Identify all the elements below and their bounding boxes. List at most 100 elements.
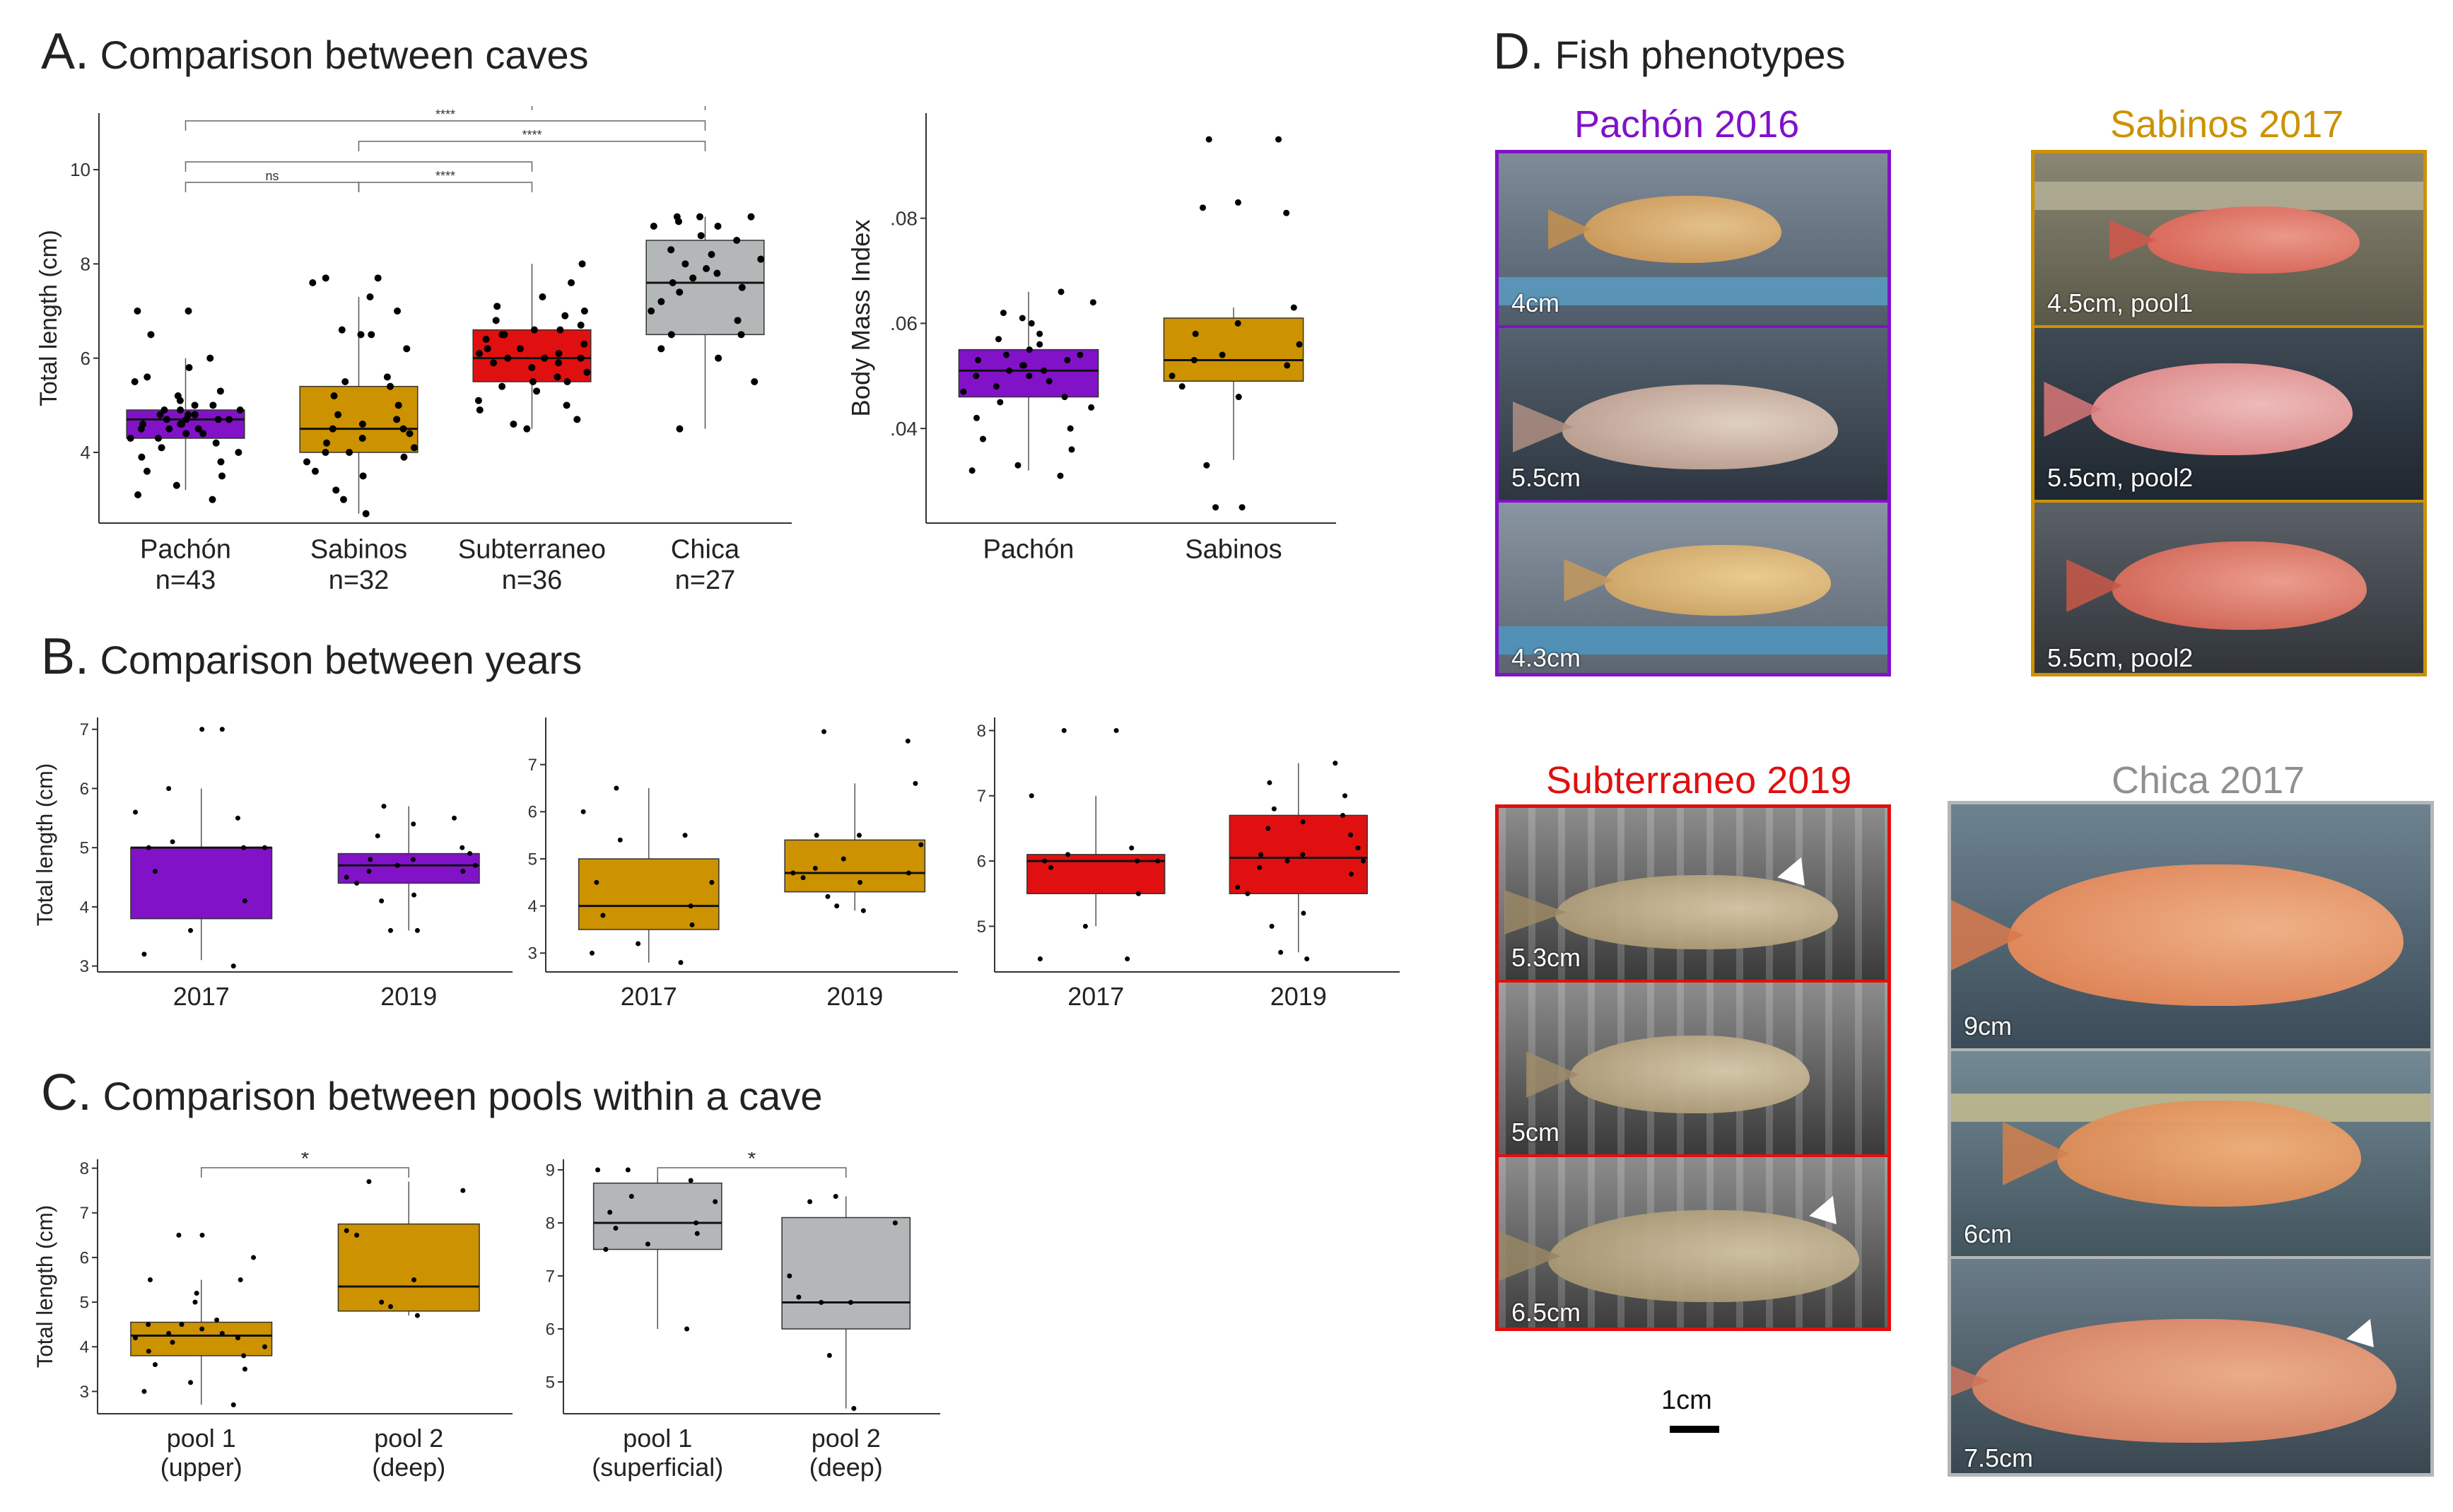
fish-photo-pachon-3: 4.3cm: [1499, 503, 1887, 673]
data-point: [1340, 812, 1346, 818]
chart-a-bmi: .04 .06 .08 Body Mass Index Pachón Sabinos: [846, 113, 1336, 564]
data-point: [160, 406, 168, 414]
data-point: [388, 927, 394, 933]
y-tick-label: 6: [977, 852, 986, 871]
photo-caption: 5.5cm, pool2: [2047, 643, 2194, 672]
data-point: [595, 1167, 601, 1173]
data-point: [214, 1317, 220, 1323]
data-point: [155, 435, 163, 442]
data-point: [146, 1322, 151, 1328]
x-category-label: Subterraneo: [458, 534, 606, 564]
data-point: [393, 416, 401, 423]
photo-caption: 5.5cm, pool2: [2047, 463, 2194, 492]
data-point: [192, 1299, 198, 1305]
data-point: [968, 467, 976, 474]
data-point: [1234, 199, 1241, 206]
x-category-label: (deep): [372, 1453, 445, 1482]
y-tick-label: 6: [80, 1248, 89, 1267]
photo-caption: 7.5cm: [1964, 1443, 2034, 1472]
x-category-label: Sabinos: [310, 534, 407, 564]
data-point: [414, 1313, 420, 1318]
data-point: [667, 246, 675, 254]
data-point: [590, 950, 595, 956]
photo-frame-sabinos: 4.5cm, pool1 5.5cm, pool2 5.5cm, pool2: [2031, 150, 2427, 676]
data-point: [368, 331, 375, 339]
data-point: [688, 1178, 693, 1183]
data-point: [682, 833, 688, 838]
data-point: [166, 785, 172, 791]
box: [592, 1183, 722, 1250]
data-point: [892, 1220, 898, 1226]
fish-photo-chica-1: 9cm: [1951, 804, 2430, 1048]
data-point: [800, 875, 806, 881]
data-point: [179, 1322, 185, 1328]
data-point: [230, 963, 236, 969]
data-point: [1269, 923, 1275, 929]
data-point: [580, 307, 588, 315]
x-category-label: (deep): [809, 1453, 883, 1482]
data-point: [235, 815, 240, 821]
data-point: [472, 862, 478, 868]
data-point: [403, 345, 411, 353]
data-point: [826, 1353, 832, 1358]
scale-bar: [1670, 1426, 1719, 1433]
panel-d-title: D. Fish phenotypes: [1493, 23, 1846, 80]
data-point: [709, 879, 715, 885]
data-point: [578, 260, 586, 268]
data-point: [388, 1303, 394, 1309]
data-point: [1239, 504, 1246, 511]
data-point: [182, 430, 190, 438]
data-point: [411, 1277, 417, 1283]
data-point: [1003, 351, 1010, 358]
data-point: [206, 354, 214, 362]
data-point: [1169, 373, 1176, 380]
data-point: [906, 870, 911, 876]
x-category-label: (upper): [160, 1453, 242, 1482]
data-point: [362, 510, 370, 517]
significance-bracket: [358, 182, 533, 192]
data-point: [1219, 351, 1226, 358]
data-point: [141, 951, 147, 957]
data-point: [194, 425, 202, 433]
data-point: [1304, 956, 1310, 962]
data-point: [1290, 304, 1297, 311]
data-point: [241, 1353, 247, 1359]
data-point: [657, 345, 665, 353]
data-point: [332, 486, 340, 494]
y-tick-label: 5: [528, 850, 537, 869]
data-point: [399, 425, 407, 433]
data-point: [1077, 351, 1084, 358]
data-point: [219, 727, 225, 732]
data-point: [1200, 204, 1207, 211]
data-point: [191, 402, 199, 409]
data-point: [751, 378, 759, 385]
data-point: [411, 857, 416, 862]
data-point: [617, 837, 623, 843]
data-point: [493, 303, 501, 310]
box: [578, 858, 720, 930]
data-point: [188, 927, 194, 933]
data-point: [170, 1340, 175, 1345]
data-point: [492, 317, 500, 324]
data-point: [147, 331, 155, 339]
data-point: [734, 317, 742, 324]
data-point: [669, 279, 677, 286]
panel-a-title: A. Comparison between caves: [41, 23, 589, 80]
data-point: [1333, 761, 1338, 766]
data-point: [733, 237, 741, 244]
data-point: [693, 1220, 699, 1226]
fish-photo-sabinos-3: 5.5cm, pool2: [2035, 503, 2423, 673]
data-point: [178, 421, 186, 428]
photo-frame-chica: 9cm 6cm 7.5cm: [1948, 801, 2434, 1477]
data-point: [713, 269, 721, 277]
data-point: [330, 392, 338, 399]
data-point: [354, 1232, 360, 1238]
photo-caption: 5cm: [1511, 1118, 1560, 1147]
data-point: [918, 842, 924, 848]
data-point: [796, 1294, 802, 1300]
data-point: [563, 402, 570, 409]
data-point: [1178, 383, 1185, 390]
x-category-label: Sabinos: [1185, 534, 1282, 564]
data-point: [138, 453, 146, 461]
fish-photo-chica-2: 6cm: [1951, 1051, 2430, 1256]
